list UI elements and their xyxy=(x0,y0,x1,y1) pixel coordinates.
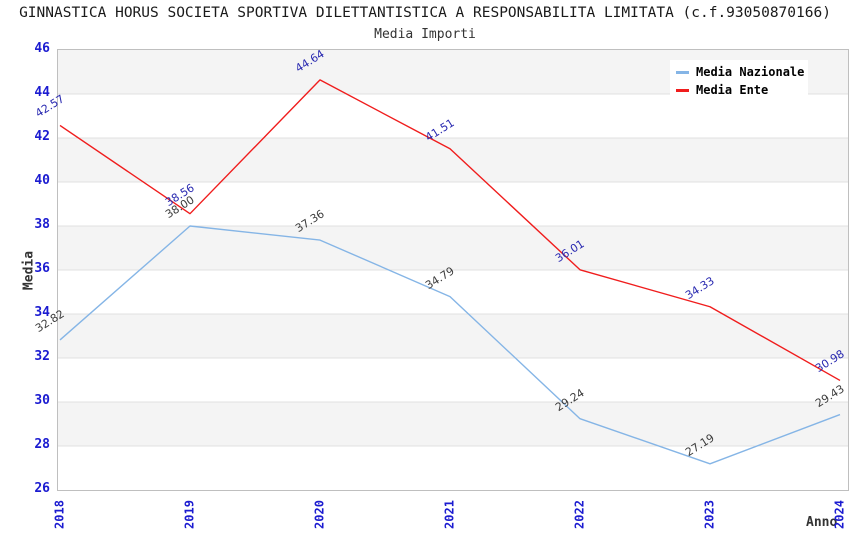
series-line-media-ente xyxy=(59,79,841,382)
legend-line-swatch-nazionale xyxy=(676,70,689,74)
y-tick-label: 44 xyxy=(34,85,50,100)
x-tick-label: 2021 xyxy=(442,500,457,529)
y-tick-label: 28 xyxy=(34,437,50,452)
x-tick-label: 2024 xyxy=(832,500,847,529)
series-line-media-nazionale xyxy=(59,225,841,465)
legend-line-swatch-ente xyxy=(676,88,689,92)
grid-band xyxy=(58,270,848,314)
x-tick-label: 2019 xyxy=(182,500,197,529)
y-tick-label: 34 xyxy=(34,305,50,320)
y-tick-label: 38 xyxy=(34,217,50,232)
grid-band xyxy=(58,226,848,270)
grid-band xyxy=(58,402,848,446)
y-tick-label: 36 xyxy=(34,261,50,276)
grid-band xyxy=(58,314,848,358)
x-tick-label: 2023 xyxy=(702,500,717,529)
chart-canvas xyxy=(58,50,848,490)
grid-band xyxy=(58,358,848,402)
legend-item-media-ente: Media Ente xyxy=(670,81,808,99)
legend-item-media-nazionale: Media Nazionale xyxy=(670,63,808,81)
chart-title: GINNASTICA HORUS SOCIETA SPORTIVA DILETT… xyxy=(19,5,831,21)
y-tick-label: 46 xyxy=(34,41,50,56)
legend-label-nazionale: Media Nazionale xyxy=(696,65,805,79)
y-tick-label: 42 xyxy=(34,129,50,144)
plot-area xyxy=(57,49,849,491)
y-tick-label: 32 xyxy=(34,349,50,364)
legend: Media Nazionale Media Ente xyxy=(670,60,808,102)
y-tick-label: 26 xyxy=(34,481,50,496)
x-tick-label: 2018 xyxy=(52,500,67,529)
x-axis-title: Anno xyxy=(806,515,838,530)
x-tick-label: 2022 xyxy=(572,500,587,529)
chart-subtitle: Media Importi xyxy=(374,27,476,42)
legend-label-ente: Media Ente xyxy=(696,83,769,97)
grid-band xyxy=(58,182,848,226)
y-tick-label: 40 xyxy=(34,173,50,188)
grid-band xyxy=(58,138,848,182)
grid-band xyxy=(58,446,848,490)
x-tick-label: 2020 xyxy=(312,500,327,529)
y-tick-label: 30 xyxy=(34,393,50,408)
